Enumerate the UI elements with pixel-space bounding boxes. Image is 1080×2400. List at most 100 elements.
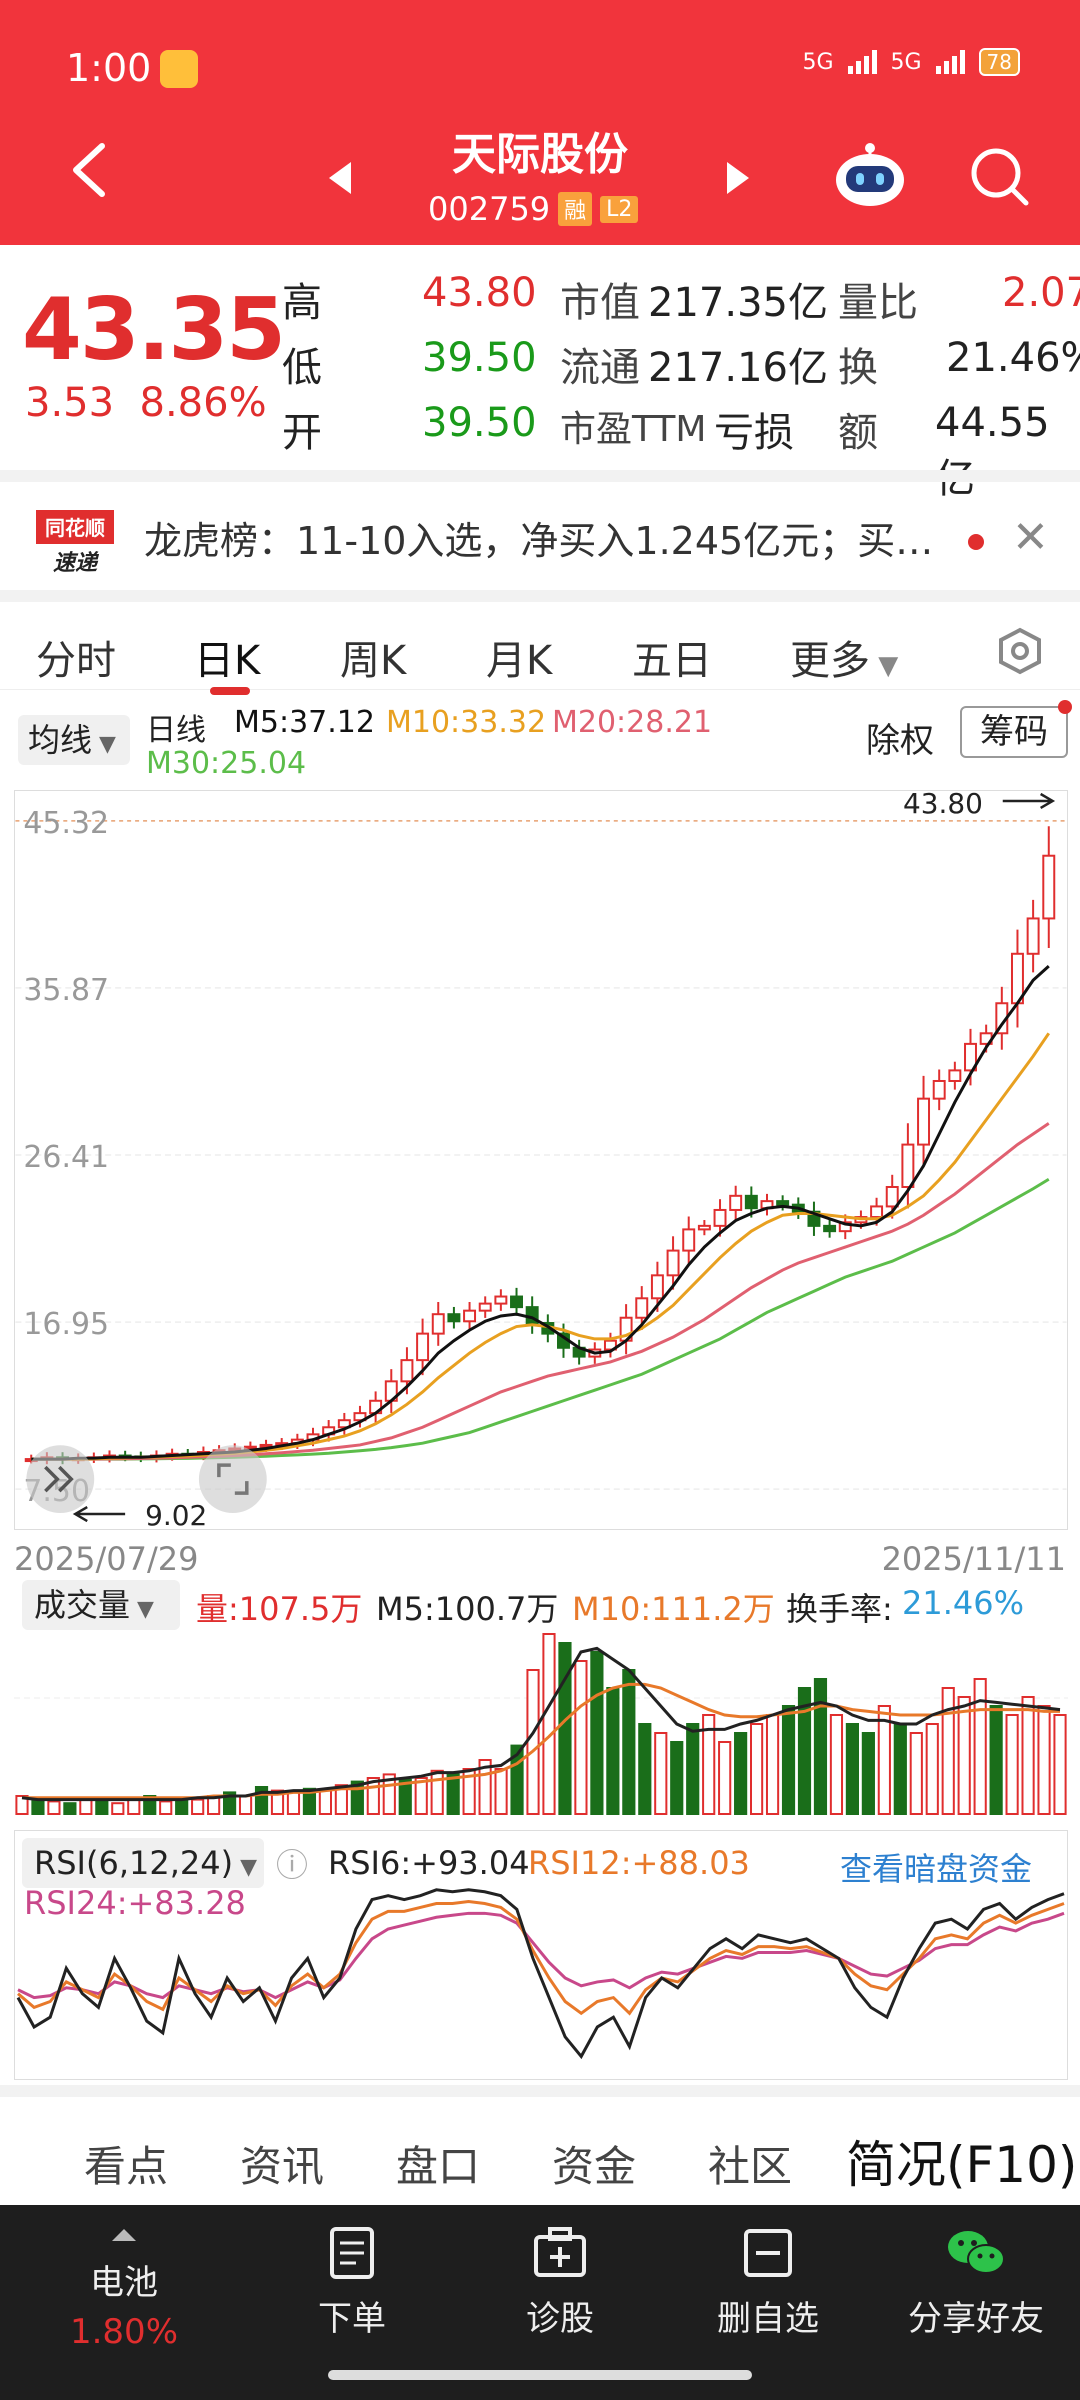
prev-stock-icon[interactable]	[325, 158, 355, 198]
rsi-selector[interactable]: RSI(6,12,24) ▼	[22, 1838, 264, 1888]
home-indicator[interactable]	[328, 2370, 752, 2380]
tab-weekly-k[interactable]: 周K	[340, 638, 407, 684]
ma20-line	[31, 1122, 1050, 1461]
help-icon[interactable]: ⓘ	[276, 1846, 309, 1884]
logo-top-text: 同花顺	[45, 516, 105, 540]
candle-up	[494, 1295, 508, 1305]
volume-bar-down	[302, 1787, 317, 1816]
volume-bar-down	[143, 1795, 157, 1815]
news-ticker[interactable]: 同花顺 速递 龙虎榜：11-10入选，净买入1.245亿元；买… ✕	[0, 470, 1080, 580]
caret-up-icon	[112, 2229, 136, 2241]
volume-bar-up	[1037, 1705, 1051, 1815]
ex-rights-button[interactable]: 除权	[866, 721, 934, 761]
news-text[interactable]: 龙虎榜：11-10入选，净买入1.245亿元；买…	[144, 519, 934, 563]
back-arrow-icon[interactable]	[66, 140, 114, 200]
volume-bar-down	[590, 1651, 604, 1815]
volume-selector[interactable]: 成交量 ▼	[22, 1580, 180, 1630]
next-stock-icon[interactable]	[723, 158, 753, 198]
candle-down	[807, 1210, 821, 1227]
remove-watchlist-button[interactable]: 删自选	[668, 2225, 868, 2340]
share-friends-button[interactable]: 分享好友	[876, 2225, 1076, 2340]
chip-distribution-button[interactable]: 筹码	[960, 706, 1068, 758]
volume-bar-up	[494, 1768, 508, 1815]
search-icon[interactable]	[968, 145, 1032, 209]
volume-bar-up	[15, 1795, 29, 1815]
volume-bar-down	[686, 1723, 700, 1815]
volume-bar-up	[574, 1660, 588, 1815]
low-marker-arrow	[72, 1505, 126, 1523]
float-value: 217.16亿	[648, 345, 828, 391]
volume-bar-up	[478, 1759, 492, 1815]
close-icon[interactable]: ✕	[1012, 512, 1049, 563]
volume-bar-up	[1021, 1696, 1035, 1815]
candle-down	[510, 1295, 523, 1309]
rsi-chart[interactable]	[14, 1880, 1068, 2080]
chevron-down-icon: ▼	[870, 651, 899, 681]
tab-orderbook[interactable]: 盘口	[396, 2142, 481, 2191]
ma5-line	[31, 965, 1050, 1461]
volume-bar-up	[414, 1777, 428, 1815]
volume-bar-up	[750, 1723, 764, 1815]
tab-community[interactable]: 社区	[708, 2142, 793, 2191]
volume-chart[interactable]	[14, 1628, 1068, 1818]
end-date: 2025/11/11	[881, 1540, 1066, 1578]
volume-bar-up	[159, 1800, 173, 1815]
fullscreen-icon	[217, 1463, 249, 1495]
open-value: 39.50	[422, 400, 537, 446]
stock-code: 002759	[428, 190, 551, 228]
robot-assistant-icon[interactable]	[830, 140, 910, 210]
tab-daily-k[interactable]: 日K	[194, 638, 261, 684]
fullscreen-button[interactable]	[198, 1445, 267, 1514]
volume-bar-up	[270, 1789, 285, 1816]
volume-bar-down	[558, 1642, 572, 1815]
current-price: 43.35	[22, 280, 286, 380]
order-document-icon	[330, 2227, 374, 2279]
volume-bar-down	[510, 1744, 524, 1815]
tab-profile-f10[interactable]: 简况(F10)	[846, 2136, 1078, 2194]
volume-bar-up	[957, 1696, 971, 1815]
stock-code-row: 002759 融 L2	[428, 190, 639, 228]
tab-news[interactable]: 资讯	[240, 2142, 325, 2191]
remove-watchlist-label: 删自选	[717, 2299, 819, 2339]
diagnose-button[interactable]: 诊股	[460, 2225, 660, 2340]
pe-label: 市盈TTM	[560, 409, 707, 450]
candle-up	[870, 1205, 884, 1219]
tab-intraday[interactable]: 分时	[36, 638, 116, 684]
candle-up	[964, 1042, 977, 1072]
tab-highlights[interactable]: 看点	[84, 2142, 169, 2191]
candle-up	[932, 1079, 946, 1100]
status-time: 1:00	[66, 46, 152, 90]
settings-hexagon-icon[interactable]	[995, 626, 1045, 676]
candle-up	[885, 1185, 899, 1208]
network-label-1: 5G	[802, 49, 834, 75]
tab-more[interactable]: 更多 ▼	[790, 628, 898, 686]
battery-icon: 78	[978, 48, 1020, 76]
tab-funds[interactable]: 资金	[552, 2142, 637, 2191]
candle-up	[400, 1359, 414, 1383]
mcap-label: 市值	[560, 280, 640, 326]
chart-period-tabs: 分时 日K 周K 月K 五日 更多 ▼	[0, 590, 1080, 695]
volume-ma10: M10:111.2万	[572, 1590, 775, 1628]
volume-bar-up	[366, 1777, 380, 1815]
margin-tag: 融	[558, 192, 593, 226]
mcap-value: 217.35亿	[648, 280, 828, 326]
place-order-button[interactable]: 下单	[252, 2225, 452, 2340]
volume-bar-up	[718, 1741, 732, 1815]
volume-bar-down	[446, 1773, 460, 1815]
y-tick-label: 16.95	[23, 1307, 109, 1342]
volume-bar-up	[1053, 1714, 1067, 1815]
indicator-selector[interactable]: 均线 ▼	[18, 715, 130, 765]
volume-bar-down	[254, 1786, 269, 1815]
volume-bar-down	[622, 1669, 636, 1815]
tab-five-day[interactable]: 五日	[632, 638, 712, 684]
volume-selector-label: 成交量	[34, 1586, 131, 1624]
dark-pool-link[interactable]: 查看暗盘资金	[840, 1850, 1033, 1888]
expand-button[interactable]	[26, 1445, 95, 1514]
tab-monthly-k[interactable]: 月K	[486, 638, 553, 684]
candle-up	[838, 1221, 852, 1233]
unread-dot	[968, 534, 984, 550]
battery-sector-label: 电池	[90, 2263, 158, 2303]
volume-bar-down	[813, 1678, 828, 1815]
battery-sector-button[interactable]: 电池 1.80%	[24, 2225, 224, 2352]
